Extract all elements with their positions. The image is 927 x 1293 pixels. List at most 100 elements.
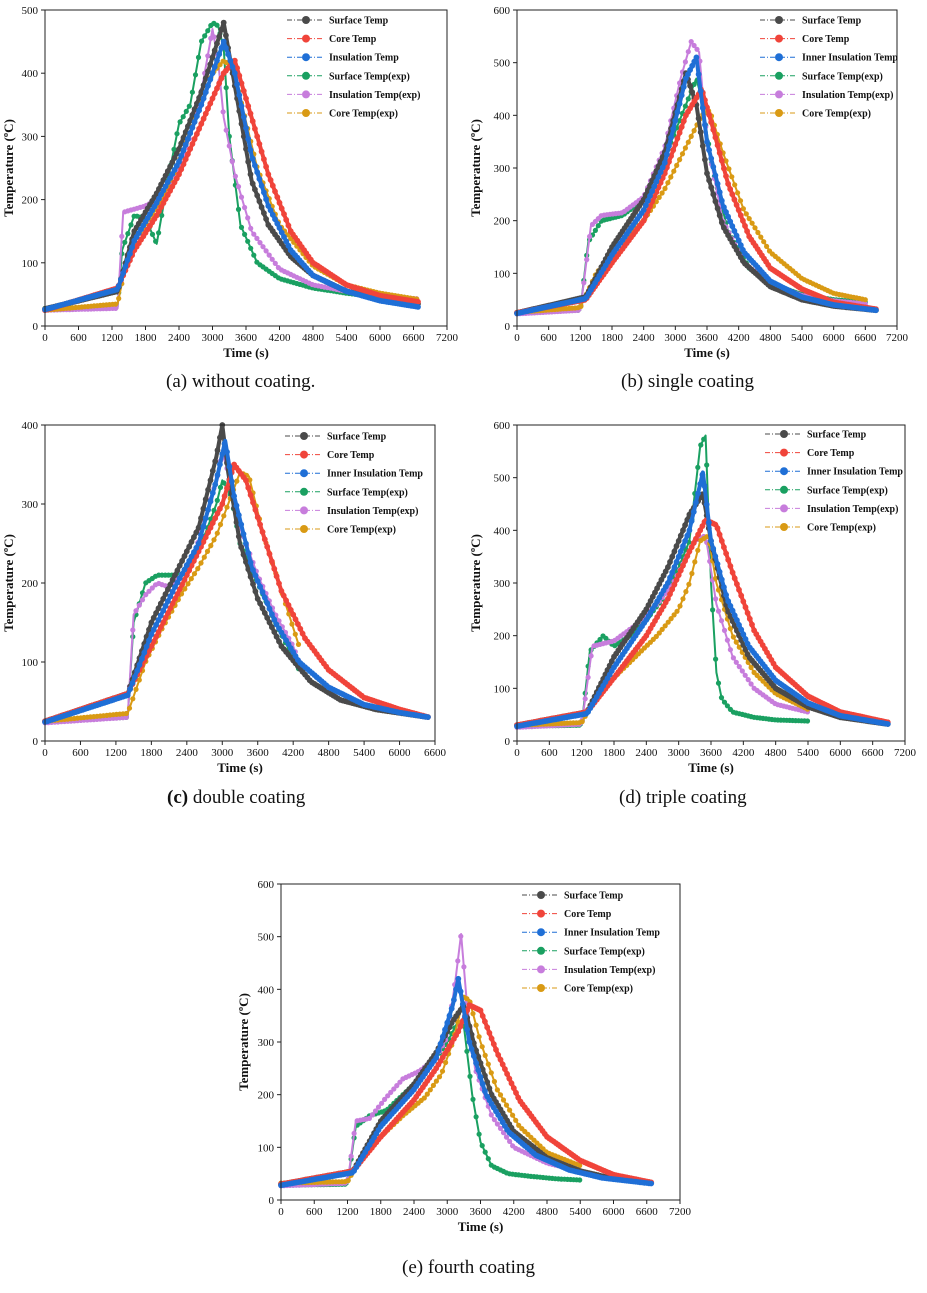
chart-e-point-inner-insulation-temp: [453, 986, 459, 993]
caption-c-text: double coating: [188, 787, 306, 808]
chart-d-point-core-temp: [718, 538, 725, 544]
chart-c-point-surface-temp: [157, 600, 164, 607]
chart-d-x-tick-label: 5400: [797, 747, 820, 759]
chart-d-point-insulation-temp-exp: [724, 637, 730, 643]
chart-a-legend-label: Core Temp(exp): [329, 109, 398, 120]
chart-d-legend-item-surface-temp-exp: Surface Temp(exp): [765, 485, 888, 496]
chart-c-point-surface-temp: [148, 619, 155, 626]
chart-b-point-core-temp: [708, 119, 715, 126]
chart-c-point-core-temp: [273, 573, 280, 580]
chart-a-point-surface-temp: [256, 198, 263, 205]
chart-c-point-core-temp: [174, 591, 181, 597]
chart-e-point-surface-temp-exp: [467, 1073, 473, 1079]
chart-e-legend-marker: [537, 984, 545, 992]
chart-c-svg: 0 600 1200 1800 2400 3000 3600 4200 4800 5400 6000…: [1, 420, 447, 775]
chart-a-point-core-temp: [207, 100, 214, 107]
chart-c-point-core-temp: [153, 633, 160, 640]
chart-e-x-tick-label: 1800: [370, 1206, 393, 1218]
chart-e-point-inner-insulation-temp: [466, 1039, 473, 1045]
chart-a-point-surface-temp-exp: [251, 252, 257, 258]
chart-e-point-core-temp: [502, 1066, 508, 1072]
chart-c-point-insulation-temp-exp: [123, 714, 129, 720]
chart-e-y-tick-label: 600: [258, 879, 275, 891]
chart-b-point-core-temp-exp: [726, 166, 732, 172]
chart-a-point-surface-temp: [158, 181, 165, 188]
chart-b-point-inner-insulation-temp: [655, 174, 662, 180]
chart-d-point-insulation-temp-exp: [736, 664, 742, 670]
chart-c-point-inner-insulation-temp: [153, 622, 160, 628]
chart-a-point-surface-temp-exp: [235, 206, 242, 212]
chart-a-point-core-temp: [274, 194, 281, 201]
chart-a-point-surface-temp: [189, 112, 196, 118]
chart-c-point-surface-temp: [162, 591, 169, 597]
chart-d-point-surface-temp: [669, 553, 676, 560]
chart-d-point-insulation-temp-exp: [582, 696, 588, 702]
chart-e-point-inner-insulation-temp: [475, 1067, 482, 1073]
chart-c-point-inner-insulation-temp: [127, 686, 133, 692]
chart-a-point-core-temp: [245, 103, 252, 109]
chart-d-point-inner-insulation-temp: [677, 548, 684, 555]
chart-a-point-core-temp: [269, 182, 276, 189]
chart-a-legend-marker: [302, 71, 310, 80]
chart-b-x-tick-label: 2400: [633, 332, 656, 344]
chart-a-point-insulation-temp: [254, 169, 261, 176]
chart-e-point-inner-insulation-temp: [459, 1001, 466, 1007]
chart-e-legend-marker: [537, 891, 545, 899]
chart-b-point-insulation-temp-exp: [682, 59, 688, 65]
chart-a-point-insulation-temp-exp: [235, 184, 242, 190]
chart-c-point-core-temp: [167, 605, 174, 612]
chart-d-point-core-temp: [673, 576, 680, 583]
chart-c-x-tick-label: 4200: [282, 747, 305, 759]
chart-a-point-surface-temp-exp: [180, 114, 186, 120]
chart-e-x-tick-label: 3600: [470, 1206, 493, 1218]
chart-e-point-insulation-temp-exp: [385, 1093, 391, 1099]
chart-a-point-insulation-temp: [194, 113, 200, 120]
chart-d-y-tick-label: 300: [494, 578, 511, 590]
chart-a-point-core-temp: [218, 75, 225, 82]
chart-a-point-insulation-temp: [229, 64, 236, 70]
chart-b-point-surface-temp: [699, 143, 706, 149]
chart-a-point-surface-temp: [243, 146, 249, 152]
chart-c-point-core-temp: [155, 629, 162, 635]
caption-d-letter: (d): [619, 787, 642, 808]
chart-a-point-insulation-temp: [120, 270, 127, 276]
chart-a-point-surface-temp: [178, 140, 185, 147]
chart-e-point-core-temp: [497, 1056, 504, 1063]
chart-a-point-insulation-temp: [207, 76, 214, 83]
chart-c-point-inner-insulation-temp: [134, 667, 141, 674]
chart-panel-c: 0 600 1200 1800 2400 3000 3600 4200 4800 5400 6000…: [0, 415, 460, 815]
chart-d-point-core-temp: [736, 586, 742, 593]
chart-e-point-core-temp-exp: [443, 1059, 449, 1066]
chart-b-point-inner-insulation-temp: [706, 147, 712, 154]
chart-c-legend-label: Surface Temp: [327, 432, 387, 443]
chart-a-point-insulation-temp: [225, 51, 232, 58]
chart-d-line-core-temp: [516, 517, 890, 728]
chart-b-point-core-temp: [731, 196, 738, 203]
chart-e-point-insulation-temp-exp: [369, 1112, 375, 1118]
chart-e-point-core-temp-exp: [503, 1102, 510, 1108]
chart-c-point-inner-insulation-temp: [219, 451, 226, 457]
chart-c-point-surface-temp: [217, 434, 223, 441]
chart-b-point-surface-temp: [689, 89, 696, 96]
chart-c-point-surface-temp: [174, 567, 181, 574]
chart-d-point-core-temp: [749, 621, 755, 628]
chart-a-point-surface-temp: [240, 133, 247, 140]
chart-a-point-surface-temp: [153, 190, 160, 197]
chart-a-point-surface-temp: [216, 33, 223, 40]
chart-c-point-surface-temp: [181, 553, 188, 559]
chart-a-point-insulation-temp: [180, 147, 187, 154]
chart-c-point-surface-temp: [250, 581, 256, 587]
chart-a-y-tick-label: 500: [22, 5, 39, 17]
chart-e-legend-marker: [537, 946, 545, 955]
chart-a-point-surface-temp: [211, 47, 218, 54]
chart-b-point-core-temp: [742, 223, 748, 229]
chart-a-point-core-temp: [238, 80, 245, 87]
chart-d-point-core-temp: [677, 567, 684, 574]
chart-e-point-core-temp-exp: [513, 1117, 519, 1123]
chart-a-point-insulation-temp: [185, 136, 191, 142]
chart-b-point-core-temp: [735, 207, 742, 214]
chart-b-legend-item-core-temp: Core Temp: [760, 34, 850, 45]
chart-e-point-surface-temp-exp: [476, 1131, 482, 1137]
chart-a-point-surface-temp: [156, 186, 162, 192]
chart-b-point-core-temp-exp: [732, 182, 738, 188]
